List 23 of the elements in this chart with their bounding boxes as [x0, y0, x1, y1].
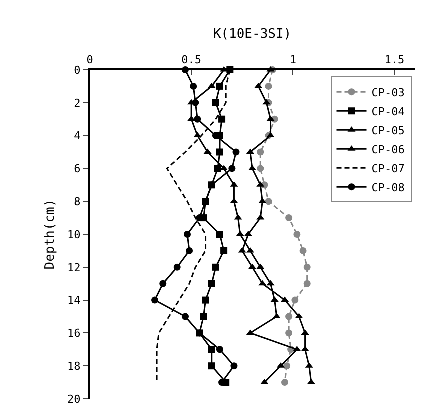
legend-label: CP-08 [372, 181, 405, 194]
legend-label: CP-05 [372, 124, 405, 138]
y-tick-label: 4 [74, 130, 82, 143]
y-tick-label: 18 [68, 360, 81, 373]
legend-label: CP-03 [372, 86, 405, 100]
legend-label: CP-04 [372, 105, 406, 118]
x-tick-label: 0 [86, 54, 94, 67]
legend-label: CP-07 [372, 162, 405, 176]
y-axis-title: Depth(cm) [43, 199, 58, 270]
y-tick-label: 2 [74, 96, 81, 110]
x-tick-label: 0.5 [182, 54, 202, 67]
y-tick-label: 6 [74, 162, 81, 176]
y-tick-label: 20 [68, 392, 81, 406]
y-tick-label: 14 [68, 294, 82, 308]
y-tick-label: 16 [68, 327, 81, 340]
y-tick-label: 8 [74, 195, 81, 208]
y-tick-label: 12 [68, 261, 81, 274]
y-tick-label: 0 [74, 64, 81, 77]
y-tick-label: 10 [68, 228, 81, 242]
x-axis-title: K(10E-3SI) [213, 27, 292, 42]
x-tick-label: 1 [290, 54, 296, 67]
x-tick-label: 1.5 [384, 54, 405, 67]
legend-label: CP-06 [372, 143, 405, 156]
